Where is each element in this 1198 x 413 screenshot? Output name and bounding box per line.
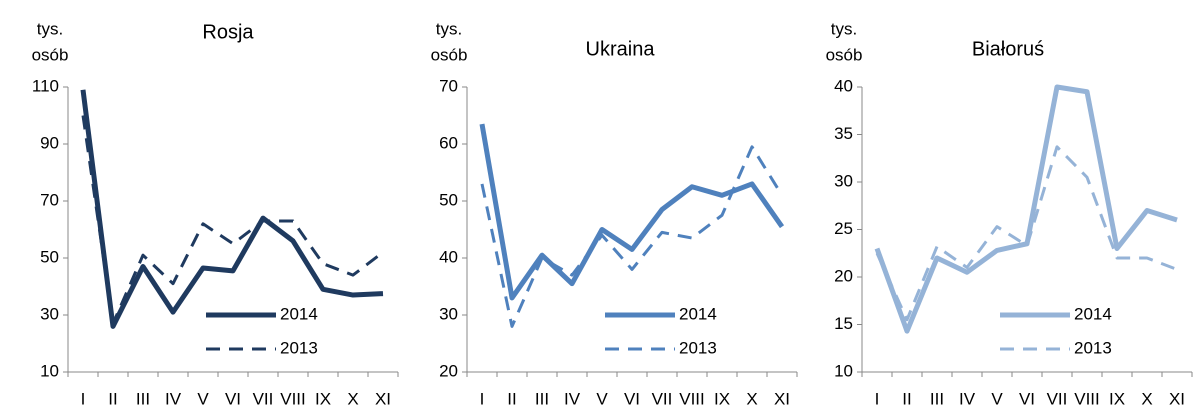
legend-label: 2014 xyxy=(280,304,318,323)
chart-title: Białoruś xyxy=(972,38,1044,60)
y-tick-label: 10 xyxy=(40,361,59,380)
x-tick-label: V xyxy=(991,389,1003,408)
x-tick-label: V xyxy=(596,389,608,408)
series-line xyxy=(81,115,384,326)
x-tick-label: IV xyxy=(165,389,182,408)
x-tick-label: IX xyxy=(714,389,730,408)
x-tick-label: VI xyxy=(1019,389,1035,408)
series-line xyxy=(874,84,1178,334)
y-axis-label: osób xyxy=(826,45,863,64)
x-tick-label: IX xyxy=(1109,389,1125,408)
y-tick-label: 90 xyxy=(40,133,59,152)
legend-label: 2014 xyxy=(679,304,717,323)
x-tick-label: II xyxy=(902,389,911,408)
x-tick-label: III xyxy=(535,389,549,408)
y-tick-label: 20 xyxy=(439,361,458,380)
x-tick-label: IV xyxy=(959,389,976,408)
y-axis-label: tys. xyxy=(436,19,462,38)
x-tick-label: I xyxy=(81,389,86,408)
x-tick-label: VII xyxy=(253,389,274,408)
x-tick-label: X xyxy=(746,389,757,408)
chart-title: Rosja xyxy=(202,21,254,43)
x-tick-label: III xyxy=(136,389,150,408)
y-tick-label: 40 xyxy=(439,247,458,266)
x-tick-label: V xyxy=(197,389,209,408)
x-tick-label: VI xyxy=(225,389,241,408)
x-tick-label: II xyxy=(108,389,117,408)
x-tick-label: I xyxy=(875,389,880,408)
x-tick-label: XI xyxy=(774,389,790,408)
x-tick-label: XI xyxy=(375,389,391,408)
x-tick-label: VII xyxy=(1047,389,1068,408)
x-tick-label: IV xyxy=(564,389,581,408)
y-tick-label: 50 xyxy=(439,190,458,209)
legend-label: 2013 xyxy=(1074,338,1112,357)
legend-label: 2013 xyxy=(280,338,318,357)
y-tick-label: 110 xyxy=(32,76,59,95)
y-tick-label: 15 xyxy=(834,314,853,333)
series-line xyxy=(480,145,784,328)
legend-label: 2014 xyxy=(1074,304,1112,323)
y-tick-label: 70 xyxy=(439,76,458,95)
x-tick-label: IX xyxy=(315,389,331,408)
legend-label: 2013 xyxy=(679,338,717,357)
x-tick-label: VI xyxy=(624,389,640,408)
series-line xyxy=(875,145,1178,322)
y-tick-label: 70 xyxy=(40,190,59,209)
x-tick-label: X xyxy=(1141,389,1152,408)
x-tick-label: VIII xyxy=(679,389,705,408)
y-tick-label: 50 xyxy=(40,247,59,266)
y-axis-label: tys. xyxy=(831,19,857,38)
x-tick-label: II xyxy=(507,389,516,408)
y-tick-label: 20 xyxy=(834,266,853,285)
y-tick-label: 40 xyxy=(834,76,853,95)
y-tick-label: 30 xyxy=(40,304,59,323)
y-tick-label: 30 xyxy=(834,171,853,190)
y-tick-label: 30 xyxy=(439,304,458,323)
x-tick-label: XI xyxy=(1169,389,1185,408)
series-line xyxy=(80,89,384,329)
chart-title: Ukraina xyxy=(586,38,656,60)
x-tick-label: X xyxy=(347,389,358,408)
y-axis-label: tys. xyxy=(37,19,63,38)
y-tick-label: 25 xyxy=(834,219,853,238)
x-tick-label: III xyxy=(930,389,944,408)
x-tick-label: VIII xyxy=(280,389,306,408)
y-axis-label: osób xyxy=(32,45,69,64)
y-tick-label: 35 xyxy=(834,124,853,143)
series-line xyxy=(479,123,785,301)
x-tick-label: VIII xyxy=(1074,389,1100,408)
y-axis-label: osób xyxy=(431,45,468,64)
y-tick-label: 10 xyxy=(834,361,853,380)
x-tick-label: I xyxy=(480,389,485,408)
x-tick-label: VII xyxy=(652,389,673,408)
y-tick-label: 60 xyxy=(439,133,458,152)
